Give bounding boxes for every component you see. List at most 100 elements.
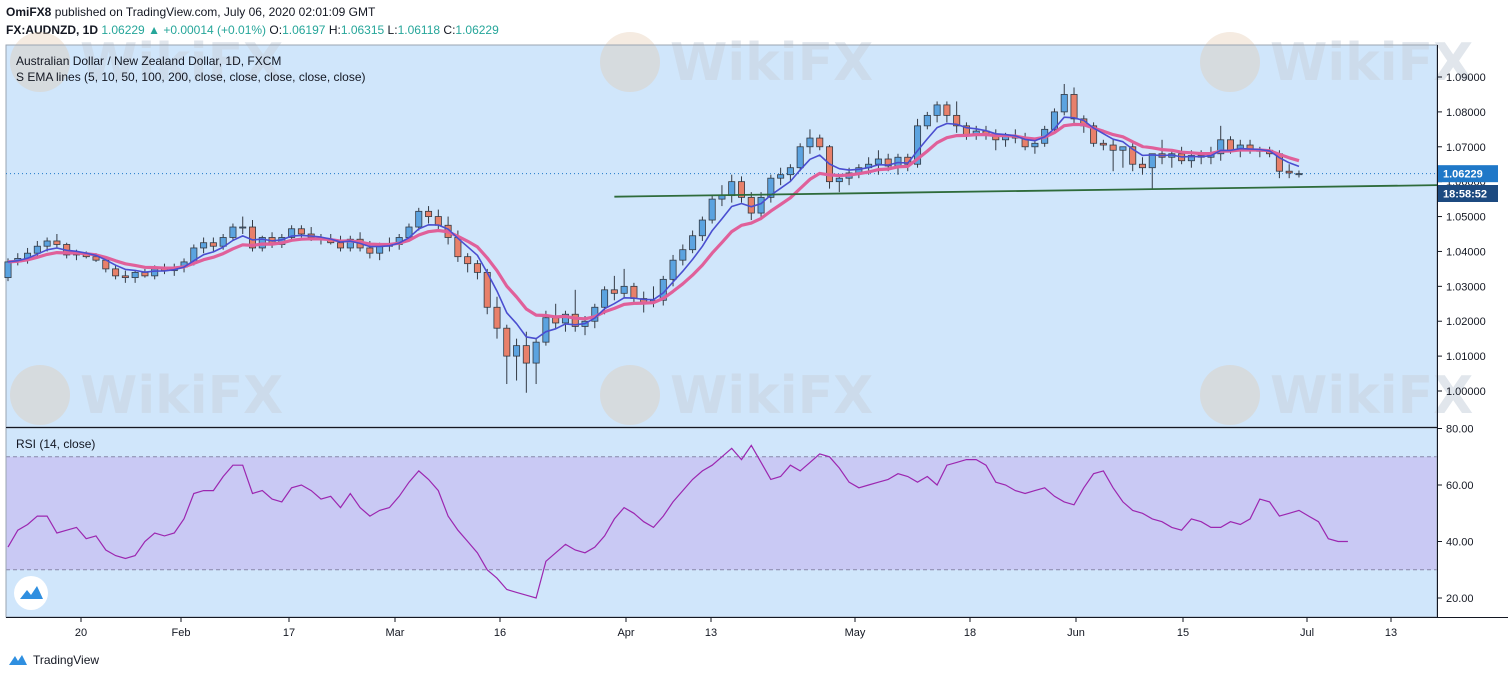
candle-body (1070, 94, 1078, 120)
tradingview-logo-icon[interactable] (14, 576, 48, 610)
candle-body (1060, 94, 1068, 113)
candle-body (464, 256, 472, 265)
price-tick-label: 1.00000 (1446, 386, 1486, 398)
candle-body (425, 210, 433, 217)
close-value: 1.06229 (455, 23, 499, 37)
candle-body (874, 158, 882, 165)
candle-body (796, 146, 804, 169)
candle (933, 101, 941, 123)
low-label: L: (387, 23, 398, 37)
time-tick-label: 17 (283, 627, 295, 639)
rsi-band (6, 456, 1437, 570)
candle-body (953, 114, 961, 127)
watermark-logo-icon (600, 365, 660, 425)
candle-body (209, 242, 217, 247)
candle (239, 216, 247, 234)
candle-body (542, 317, 550, 343)
candle-body (708, 198, 716, 221)
author-name[interactable]: OmiFX8 (6, 5, 52, 19)
candle (288, 225, 296, 241)
rsi-line[interactable] (7, 444, 1348, 599)
candle (816, 134, 824, 151)
candle (1031, 139, 1039, 154)
candle-body (288, 228, 296, 238)
low-value: 1.06118 (397, 23, 441, 37)
watermark-logo-icon (10, 365, 70, 425)
candle (1148, 153, 1156, 189)
watermark-5: WikiFX (600, 365, 873, 426)
candle-body (434, 216, 442, 226)
watermark-layer: WikiFX WikiFX WikiFX WikiFX WikiFX WikiFX (10, 32, 1473, 426)
candle-body (698, 219, 706, 237)
rsi-scale[interactable]: 20.00 40.00 60.00 80.00 (1437, 424, 1474, 606)
price-tick-label: 1.01000 (1446, 351, 1486, 363)
candle-body (816, 137, 824, 148)
candle-body (620, 285, 628, 294)
support-trendline[interactable] (614, 184, 1438, 198)
watermark-logo-icon (1200, 32, 1260, 92)
candle-body (4, 261, 12, 279)
candle-body (571, 313, 579, 327)
candle (767, 174, 775, 203)
candle (53, 234, 61, 248)
candle-body (1227, 139, 1235, 151)
candle (1109, 139, 1117, 172)
watermark-logo-icon (600, 32, 660, 92)
price-tick-label: 1.05000 (1446, 212, 1486, 224)
high-value: 1.06315 (340, 23, 385, 37)
time-tick-label: Feb (172, 627, 191, 639)
time-tick-label: 13 (1385, 627, 1397, 639)
candle (953, 101, 961, 133)
candle (689, 230, 697, 254)
footer-brand[interactable]: TradingView (8, 653, 99, 667)
candle-body (894, 156, 902, 167)
candle (1119, 146, 1127, 168)
time-tick-label: 13 (705, 627, 717, 639)
time-tick-label: 20 (75, 627, 87, 639)
candle (1099, 139, 1107, 151)
last-price-badge-text: 1.06229 (1443, 169, 1483, 181)
candle (513, 338, 521, 381)
candle-body (229, 226, 237, 238)
rsi-label[interactable]: RSI (14, close) (16, 437, 95, 451)
candle-body (777, 174, 785, 179)
watermark-1: WikiFX (10, 32, 283, 93)
candle (229, 223, 237, 241)
candle-body (1031, 142, 1039, 148)
candle-body (1129, 146, 1137, 165)
candle-body (53, 240, 61, 245)
watermark-text: WikiFX (1270, 366, 1473, 426)
candle (679, 244, 687, 266)
candle (943, 101, 951, 123)
indicator-label[interactable]: S EMA lines (5, 10, 50, 100, 200, close,… (16, 70, 366, 84)
candle (786, 164, 794, 182)
price-scale[interactable]: 1.00000 1.01000 1.02000 1.03000 1.04000 1.050… (1437, 72, 1486, 398)
candle (1295, 170, 1303, 178)
tradingview-mark-icon (9, 655, 27, 665)
candle (923, 111, 931, 130)
candle-body (112, 268, 120, 277)
candle-body (1217, 139, 1225, 155)
symbol-label: FX:AUDNZD, 1D (6, 23, 98, 37)
time-tick-label: May (845, 627, 866, 639)
candle-body (904, 156, 912, 165)
open-value: 1.06197 (282, 23, 326, 37)
time-tick-label: 15 (1177, 627, 1189, 639)
candle (112, 265, 120, 280)
ema-5-line[interactable] (7, 116, 1300, 340)
watermark-text: WikiFX (80, 33, 283, 93)
candle (4, 258, 12, 282)
watermark-2: WikiFX (600, 32, 873, 93)
high-label: H: (328, 23, 341, 37)
candle-body (601, 289, 609, 308)
candle-body (1138, 163, 1146, 169)
watermark-6: WikiFX (1200, 365, 1473, 426)
rsi-tick-label: 60.00 (1446, 480, 1474, 492)
time-scale[interactable]: 20 Feb 17 Mar 16 Apr 13 May 18 Jun 15 Jul 13 (75, 617, 1397, 639)
watermark-text: WikiFX (1270, 33, 1473, 93)
ema-10-line[interactable] (7, 122, 1300, 321)
candle-body (33, 245, 41, 254)
candle-body (610, 289, 618, 294)
time-tick-label: Jul (1300, 627, 1314, 639)
